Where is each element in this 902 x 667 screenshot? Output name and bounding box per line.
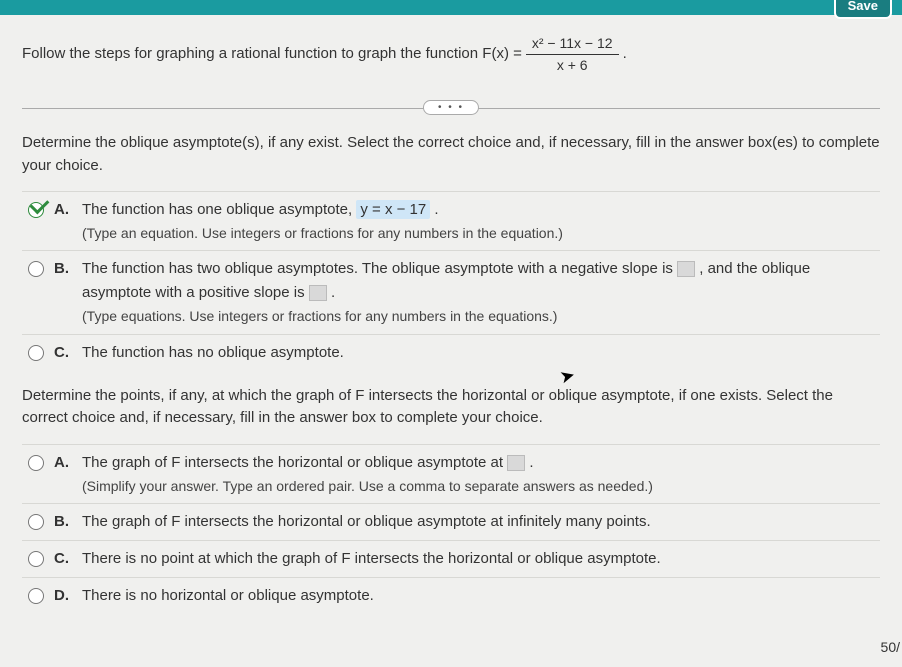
choice-body: The function has two oblique asymptotes.… — [82, 257, 880, 327]
stem-trail: . — [623, 43, 627, 66]
choice-2a-text1: The graph of F intersects the horizontal… — [82, 454, 507, 471]
blank-input-1b-1[interactable] — [677, 261, 695, 277]
choice-body: The graph of F intersects the horizontal… — [82, 451, 880, 497]
radio-1a[interactable] — [28, 202, 44, 218]
choice-body: There is no point at which the graph of … — [82, 547, 880, 571]
choice-letter: A. — [54, 451, 74, 475]
choice-1a-hint: (Type an equation. Use integers or fract… — [82, 222, 880, 244]
denominator: x + 6 — [551, 55, 594, 76]
choice-body: The graph of F intersects the horizontal… — [82, 510, 880, 534]
choice-body: The function has one oblique asymptote, … — [82, 198, 880, 244]
choice-1c[interactable]: C. The function has no oblique asymptote… — [22, 334, 880, 371]
choice-2d[interactable]: D. There is no horizontal or oblique asy… — [22, 577, 880, 614]
radio-2b[interactable] — [28, 514, 44, 530]
choice-2a[interactable]: A. The graph of F intersects the horizon… — [22, 444, 880, 503]
choice-letter: D. — [54, 584, 74, 608]
choice-1a-after: . — [430, 201, 438, 218]
blank-input-2a[interactable] — [507, 455, 525, 471]
radio-1c[interactable] — [28, 345, 44, 361]
page-marker: 50/ — [881, 639, 900, 655]
choice-1b[interactable]: B. The function has two oblique asymptot… — [22, 250, 880, 333]
save-button[interactable]: Save — [834, 0, 892, 19]
part2-choices: A. The graph of F intersects the horizon… — [22, 444, 880, 614]
radio-1b[interactable] — [28, 261, 44, 277]
expand-button[interactable]: • • • — [423, 100, 479, 115]
stem-lead: Follow the steps for graphing a rational… — [22, 43, 522, 66]
choice-1a[interactable]: A. The function has one oblique asymptot… — [22, 191, 880, 250]
choice-2a-text2: . — [525, 454, 533, 471]
radio-2c[interactable] — [28, 551, 44, 567]
choice-1a-before: The function has one oblique asymptote, — [82, 201, 356, 218]
choice-letter: B. — [54, 510, 74, 534]
numerator: x² − 11x − 12 — [526, 33, 619, 55]
answer-input-1a[interactable]: y = x − 17 — [356, 200, 430, 219]
choice-2c-text: There is no point at which the graph of … — [82, 550, 661, 567]
choice-body: There is no horizontal or oblique asympt… — [82, 584, 880, 608]
choice-body: The function has no oblique asymptote. — [82, 341, 880, 365]
question-content: Follow the steps for graphing a rational… — [0, 15, 902, 624]
choice-1b-text1: The function has two oblique asymptotes.… — [82, 260, 677, 277]
question-stem: Follow the steps for graphing a rational… — [22, 33, 880, 76]
choice-1b-hint: (Type equations. Use integers or fractio… — [82, 305, 880, 327]
part1-choices: A. The function has one oblique asymptot… — [22, 191, 880, 371]
choice-letter: C. — [54, 547, 74, 571]
choice-2b[interactable]: B. The graph of F intersects the horizon… — [22, 503, 880, 540]
choice-1b-text3: . — [327, 284, 335, 301]
blank-input-1b-2[interactable] — [309, 285, 327, 301]
choice-2c[interactable]: C. There is no point at which the graph … — [22, 540, 880, 577]
radio-2a[interactable] — [28, 455, 44, 471]
choice-1c-text: The function has no oblique asymptote. — [82, 344, 344, 361]
choice-letter: C. — [54, 341, 74, 365]
part2-prompt: Determine the points, if any, at which t… — [22, 385, 880, 430]
choice-2d-text: There is no horizontal or oblique asympt… — [82, 587, 374, 604]
divider-region: • • • — [22, 98, 880, 118]
radio-2d[interactable] — [28, 588, 44, 604]
choice-2b-text: The graph of F intersects the horizontal… — [82, 513, 651, 530]
header-bar — [0, 0, 902, 15]
choice-letter: B. — [54, 257, 74, 281]
choice-letter: A. — [54, 198, 74, 222]
part1-prompt: Determine the oblique asymptote(s), if a… — [22, 132, 880, 177]
choice-2a-hint: (Simplify your answer. Type an ordered p… — [82, 475, 880, 497]
rational-expression: x² − 11x − 12 x + 6 — [526, 33, 619, 76]
